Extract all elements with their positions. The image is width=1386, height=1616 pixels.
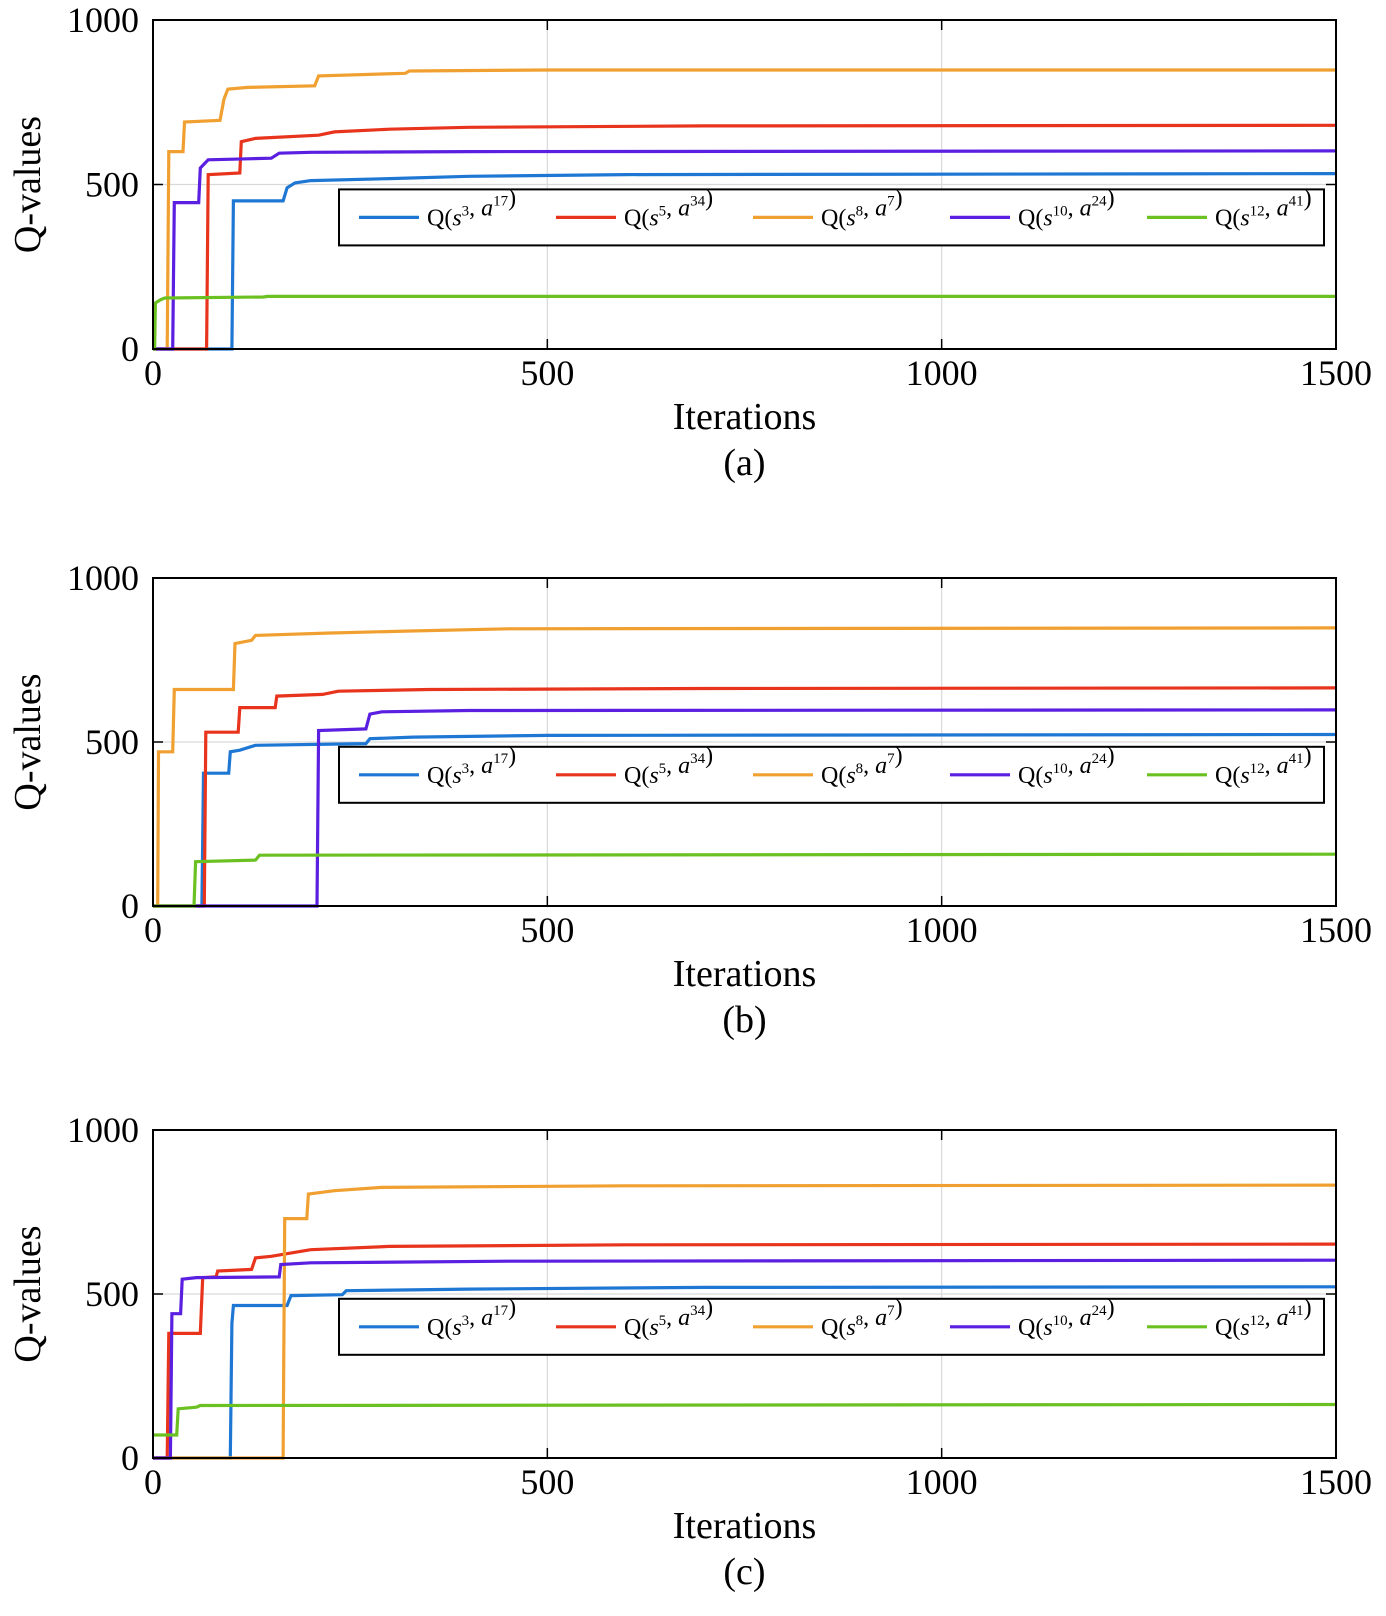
legend-entry-1: Q(s5, a34) (624, 1295, 713, 1341)
y-tick-label: 0 (121, 1438, 139, 1478)
legend-entry-4: Q(s12, a41) (1215, 743, 1312, 789)
y-tick-label: 500 (85, 165, 139, 205)
legend-entry-2: Q(s8, a7) (821, 185, 903, 231)
legend-entry-3: Q(s10, a24) (1018, 1295, 1115, 1341)
legend-box (338, 745, 1325, 804)
x-tick-label: 0 (144, 353, 162, 393)
series-line-0 (153, 732, 1337, 908)
y-tick-label: 500 (85, 1274, 139, 1314)
x-tick-label: 1500 (1300, 353, 1372, 393)
y-tick-label: 500 (85, 722, 139, 762)
y-tick-label: 1000 (67, 0, 139, 40)
chart-panel-a: 0 500 1000 1500 0 500 1000 Iterations Q-values (a… (7, 0, 1372, 484)
panel-label: (c) (723, 1551, 765, 1593)
x-tick-label: 500 (520, 1462, 574, 1502)
x-tick-label: 1000 (906, 910, 978, 950)
series-line-4 (153, 1402, 1337, 1437)
series-line-3 (153, 149, 1337, 351)
series-line-0 (153, 172, 1337, 351)
x-tick-label: 1500 (1300, 910, 1372, 950)
x-tick-label: 0 (144, 1462, 162, 1502)
series-line-2 (153, 1183, 1337, 1460)
series-line-0 (153, 1285, 1337, 1460)
series-line-4 (153, 852, 1337, 908)
series-line-3 (153, 1258, 1337, 1460)
y-axis-label: Q-values (7, 1225, 49, 1362)
x-tick-label: 0 (144, 910, 162, 950)
legend: Q(s3, a17) Q(s5, a34) Q(s8, a7) Q(s10, a24)… (338, 185, 1325, 247)
legend-entry-3: Q(s10, a24) (1018, 743, 1115, 789)
chart-panel-b: 0 500 1000 1500 0 500 1000 Iterations Q-values (b… (7, 558, 1372, 1041)
x-axis-label: Iterations (673, 1505, 817, 1547)
panel-label: (b) (722, 999, 766, 1041)
legend-entry-2: Q(s8, a7) (821, 743, 903, 789)
series-line-1 (153, 686, 1337, 908)
legend-entry-4: Q(s12, a41) (1215, 185, 1312, 231)
y-tick-label: 0 (121, 886, 139, 926)
legend: Q(s3, a17) Q(s5, a34) Q(s8, a7) Q(s10, a24)… (338, 1295, 1325, 1356)
series-line-1 (153, 1242, 1337, 1460)
x-tick-label: 1500 (1300, 1462, 1372, 1502)
legend-entry-1: Q(s5, a34) (624, 743, 713, 789)
series-line-2 (153, 626, 1337, 908)
x-tick-label: 500 (520, 353, 574, 393)
y-axis-label: Q-values (7, 116, 49, 253)
y-tick-label: 0 (121, 329, 139, 369)
y-tick-label: 1000 (67, 1110, 139, 1150)
legend-entry-0: Q(s3, a17) (427, 743, 516, 789)
legend: Q(s3, a17) Q(s5, a34) Q(s8, a7) Q(s10, a24)… (338, 743, 1325, 804)
x-axis-label: Iterations (673, 953, 817, 995)
series-line-1 (153, 123, 1337, 351)
panel-label: (a) (723, 442, 765, 484)
x-tick-label: 1000 (906, 1462, 978, 1502)
legend-entry-0: Q(s3, a17) (427, 1295, 516, 1341)
x-axis-label: Iterations (673, 396, 817, 438)
legend-entry-0: Q(s3, a17) (427, 185, 516, 231)
legend-entry-1: Q(s5, a34) (624, 185, 713, 231)
y-tick-label: 1000 (67, 558, 139, 598)
legend-entry-2: Q(s8, a7) (821, 1295, 903, 1341)
series-line-4 (153, 294, 1336, 351)
y-axis-label: Q-values (7, 673, 49, 810)
legend-entry-3: Q(s10, a24) (1018, 185, 1115, 231)
x-tick-label: 500 (520, 910, 574, 950)
series-line-3 (153, 708, 1337, 908)
chart-panel-c: 0 500 1000 1500 0 500 1000 Iterations Q-values (c… (7, 1110, 1372, 1593)
x-tick-label: 1000 (906, 353, 978, 393)
series-line-2 (153, 68, 1336, 351)
legend-entry-4: Q(s12, a41) (1215, 1295, 1312, 1341)
